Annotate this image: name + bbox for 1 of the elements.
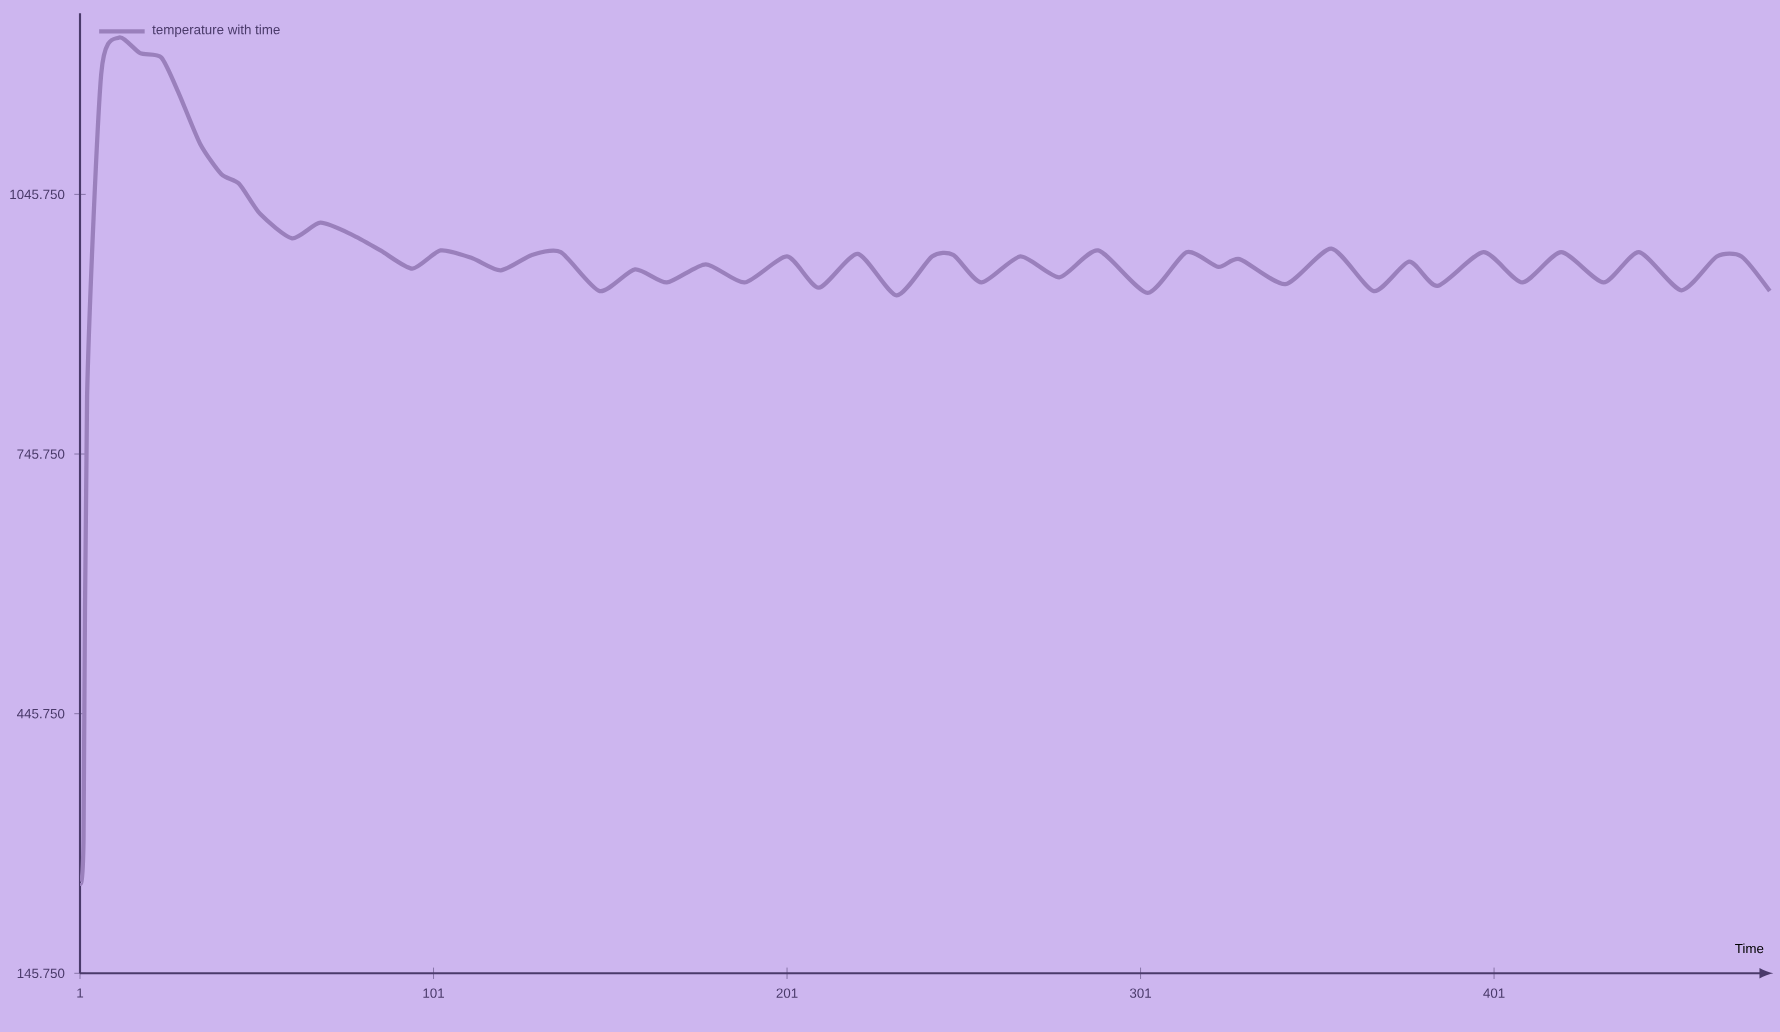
line-series (80, 35, 1772, 886)
